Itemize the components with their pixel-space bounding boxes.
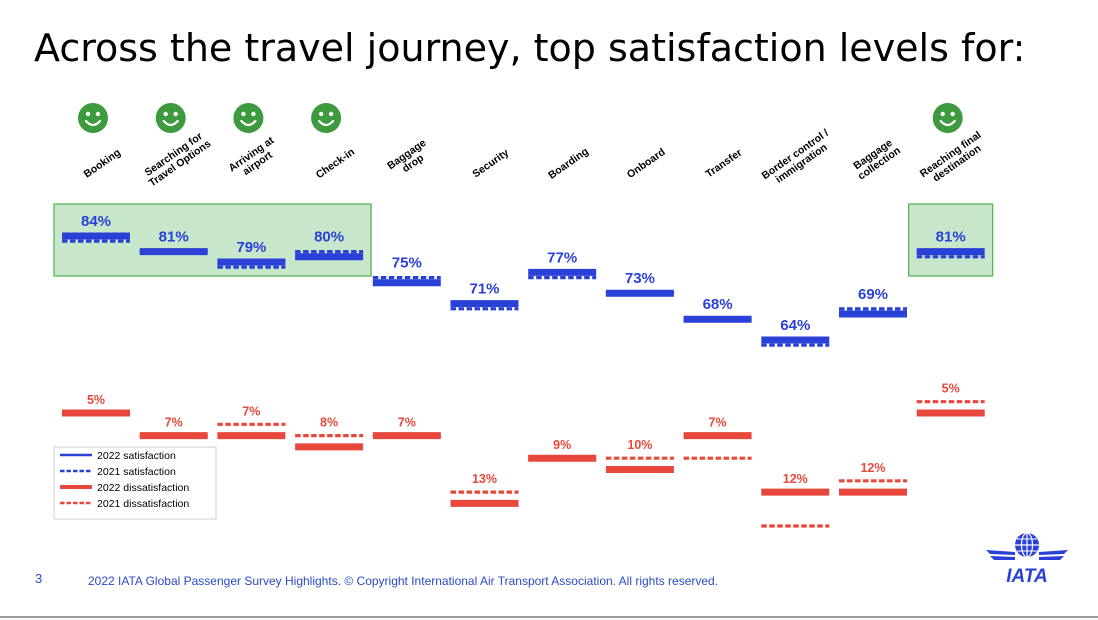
smiley-icon — [155, 103, 186, 133]
category-label: Transfer — [703, 147, 744, 181]
page-title: Across the travel journey, top satisfact… — [34, 26, 1026, 70]
category-label: Boarding — [546, 145, 591, 181]
legend-label: 2021 satisfaction — [97, 466, 176, 478]
highlight-box — [908, 203, 994, 277]
smiley-icon — [233, 103, 264, 133]
category-label: Searching forTravel Options — [140, 129, 213, 190]
legend-box — [53, 446, 217, 520]
page-number: 3 — [35, 571, 43, 586]
category-label: Baggagecollection — [849, 136, 902, 183]
globe-icon — [1015, 532, 1039, 558]
dissatisfaction-data-label: 12% — [860, 461, 885, 475]
category-label: Security — [470, 147, 511, 181]
category-label: Booking — [82, 147, 123, 181]
dissatisfaction-data-label: 5% — [942, 382, 960, 396]
dissatisfaction-data-label: 5% — [87, 393, 105, 407]
dissatisfaction-data-label: 10% — [627, 438, 652, 452]
smiley-icon — [932, 103, 963, 133]
dissatisfaction-data-label: 7% — [398, 416, 416, 430]
satisfaction-data-label: 68% — [703, 296, 733, 313]
smiley-icon — [78, 103, 108, 133]
wings-icon — [986, 550, 1068, 560]
dissatisfaction-data-label: 13% — [472, 472, 497, 486]
dissatisfaction-data-label: 7% — [709, 416, 727, 430]
dissatisfaction-data-label: 7% — [242, 404, 260, 418]
satisfaction-chart: Booking Searching forTravel Options Arrivi… — [53, 103, 994, 528]
satisfaction-data-label: 71% — [469, 281, 499, 298]
category-label: Onboard — [625, 146, 668, 181]
satisfaction-data-label: 79% — [236, 239, 266, 256]
satisfaction-data-label: 73% — [625, 270, 655, 287]
legend-label: 2021 dissatisfaction — [97, 498, 189, 510]
satisfaction-data-label: 80% — [314, 229, 344, 246]
category-label: Check-in — [314, 146, 357, 181]
category-label: Border control /immigration — [760, 127, 838, 191]
footer: 3 2022 IATA Global Passenger Survey High… — [0, 565, 1098, 617]
iata-logo-text: IATA — [1006, 566, 1048, 587]
dissatisfaction-data-label: 8% — [320, 416, 338, 430]
legend-label: 2022 dissatisfaction — [97, 482, 189, 494]
satisfaction-data-label: 69% — [858, 286, 888, 303]
satisfaction-data-label: 75% — [392, 255, 422, 272]
copyright-text: 2022 IATA Global Passenger Survey Highli… — [88, 574, 719, 588]
category-label: Arriving atairport — [226, 134, 283, 183]
satisfaction-data-label: 77% — [547, 249, 577, 266]
category-label: Reaching finaldestination — [918, 129, 990, 189]
dissatisfaction-data-label: 7% — [165, 416, 183, 430]
bottom-divider — [0, 616, 1098, 618]
satisfaction-data-label: 81% — [936, 229, 966, 246]
category-label: Baggagedrop — [385, 137, 435, 181]
dissatisfaction-data-label: 9% — [553, 438, 571, 452]
legend-label: 2022 satisfaction — [97, 450, 176, 462]
smiley-icon — [311, 103, 342, 133]
satisfaction-data-label: 64% — [780, 317, 810, 334]
iata-logo: IATA — [986, 532, 1068, 587]
satisfaction-data-label: 81% — [159, 229, 189, 246]
satisfaction-data-label: 84% — [81, 213, 111, 230]
dissatisfaction-data-label: 12% — [783, 472, 808, 486]
